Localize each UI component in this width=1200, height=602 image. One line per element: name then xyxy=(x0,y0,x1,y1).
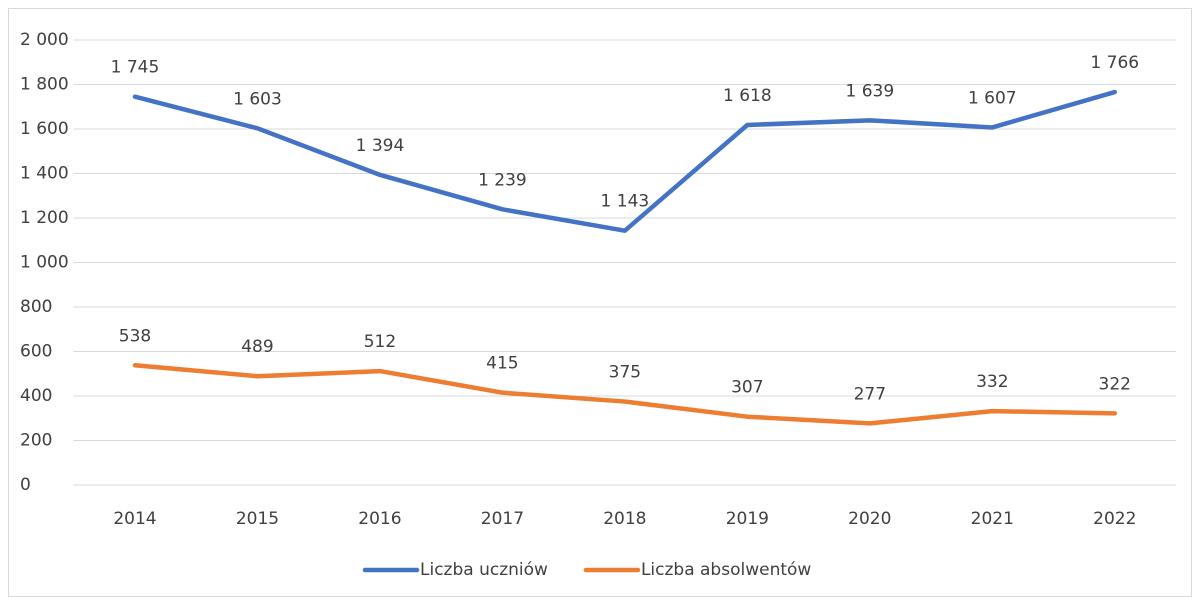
y-tick-label: 800 xyxy=(20,297,52,317)
legend-label: Liczba absolwentów xyxy=(641,560,811,580)
y-tick-label: 1 200 xyxy=(20,208,69,228)
data-label: 307 xyxy=(731,378,763,398)
data-label: 277 xyxy=(854,384,886,404)
data-label: 512 xyxy=(364,332,396,352)
series-line xyxy=(132,89,1118,233)
data-label: 332 xyxy=(976,372,1008,392)
y-tick-label: 400 xyxy=(20,386,52,406)
x-tick-label: 2014 xyxy=(113,509,156,529)
y-tick-label: 0 xyxy=(20,475,31,495)
data-label: 1 745 xyxy=(111,58,160,78)
y-tick-label: 1 600 xyxy=(20,119,69,139)
data-label: 1 143 xyxy=(601,192,650,212)
data-label: 322 xyxy=(1099,374,1131,394)
y-tick-label: 200 xyxy=(20,431,52,451)
x-tick-label: 2021 xyxy=(971,509,1014,529)
x-tick-label: 2017 xyxy=(481,509,524,529)
data-label: 1 639 xyxy=(845,81,894,101)
x-tick-label: 2019 xyxy=(726,509,769,529)
data-label: 1 766 xyxy=(1090,53,1139,73)
data-label: 1 618 xyxy=(723,86,772,106)
y-tick-label: 1 400 xyxy=(20,164,69,184)
y-tick-label: 1 800 xyxy=(20,75,69,95)
data-label: 375 xyxy=(609,363,641,383)
data-label: 1 607 xyxy=(968,88,1017,108)
data-label: 489 xyxy=(241,337,273,357)
legend-label: Liczba uczniów xyxy=(420,560,548,580)
x-tick-label: 2022 xyxy=(1093,509,1136,529)
chart-border xyxy=(8,8,1192,597)
x-tick-label: 2015 xyxy=(236,509,279,529)
data-label: 415 xyxy=(486,354,518,374)
x-tick-label: 2020 xyxy=(848,509,891,529)
data-label: 1 394 xyxy=(356,136,405,156)
x-tick-label: 2016 xyxy=(358,509,401,529)
y-tick-label: 600 xyxy=(20,342,52,362)
y-tick-label: 1 000 xyxy=(20,253,69,273)
series-line xyxy=(132,363,1118,426)
data-label: 538 xyxy=(119,326,151,346)
data-label: 1 239 xyxy=(478,170,527,190)
data-label: 1 603 xyxy=(233,89,282,109)
x-tick-label: 2018 xyxy=(603,509,646,529)
y-tick-label: 2 000 xyxy=(20,30,69,50)
